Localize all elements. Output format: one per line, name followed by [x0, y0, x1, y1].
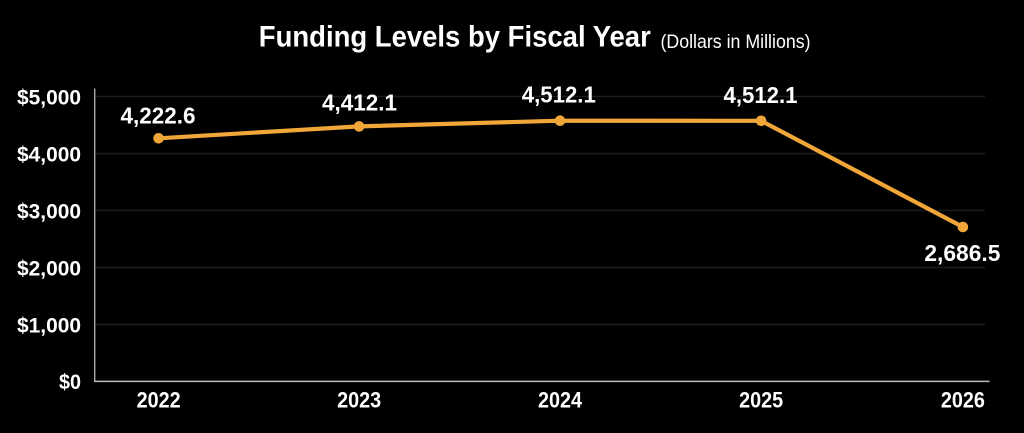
- svg-text:(Dollars in Millions): (Dollars in Millions): [661, 31, 811, 53]
- svg-text:2024: 2024: [538, 388, 583, 413]
- svg-text:4,512.1: 4,512.1: [522, 82, 596, 108]
- svg-text:2026: 2026: [941, 388, 985, 413]
- svg-text:$3,000: $3,000: [17, 199, 81, 223]
- svg-text:$5,000: $5,000: [17, 85, 81, 109]
- svg-text:$4,000: $4,000: [17, 142, 81, 166]
- svg-text:$2,000: $2,000: [17, 256, 81, 280]
- svg-text:$1,000: $1,000: [17, 313, 81, 337]
- svg-text:$0: $0: [59, 370, 81, 394]
- svg-text:4,222.6: 4,222.6: [121, 103, 196, 129]
- svg-text:4,412.1: 4,412.1: [322, 89, 397, 115]
- svg-text:Funding Levels by Fiscal Year: Funding Levels by Fiscal Year: [259, 21, 651, 54]
- svg-text:4,512.1: 4,512.1: [724, 82, 798, 108]
- svg-text:2022: 2022: [137, 388, 181, 413]
- svg-text:2025: 2025: [739, 388, 783, 413]
- svg-text:2023: 2023: [337, 388, 381, 413]
- svg-text:2,686.5: 2,686.5: [924, 240, 1000, 266]
